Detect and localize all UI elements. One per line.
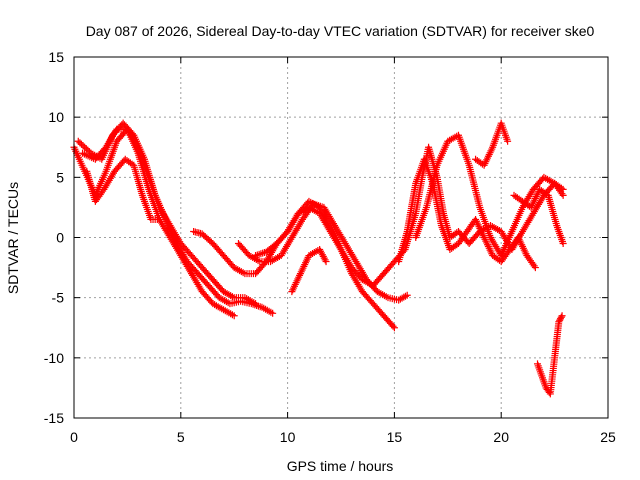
data-point bbox=[257, 250, 265, 258]
data-point bbox=[555, 318, 563, 326]
y-tick-label: 5 bbox=[56, 169, 64, 185]
data-point bbox=[77, 140, 85, 148]
data-point bbox=[558, 190, 566, 198]
data-point bbox=[74, 137, 82, 145]
series-track-g bbox=[252, 203, 377, 290]
data-point bbox=[79, 142, 87, 150]
data-point bbox=[556, 315, 564, 323]
data-point bbox=[530, 262, 538, 270]
data-point bbox=[82, 145, 90, 153]
data-point bbox=[504, 137, 512, 145]
series-track-m bbox=[510, 185, 567, 248]
chart-title: Day 087 of 2026, Sidereal Day-to-day VTE… bbox=[86, 23, 595, 39]
data-point bbox=[557, 313, 565, 321]
x-tick-label: 25 bbox=[600, 429, 616, 445]
y-tick-label: 15 bbox=[48, 49, 64, 65]
data-point bbox=[155, 215, 163, 223]
data-point bbox=[531, 264, 539, 272]
y-axis-label: SDTVAR / TECUs bbox=[5, 182, 21, 294]
series-track-h bbox=[288, 246, 330, 296]
axis-ticks: 0 5 10 15 20 25 -15 -10 -5 0 5 10 15 bbox=[44, 49, 616, 445]
series-track-j bbox=[395, 155, 539, 272]
data-points bbox=[70, 119, 567, 398]
data-point bbox=[559, 191, 567, 199]
y-tick-label: -15 bbox=[44, 410, 64, 426]
data-point bbox=[252, 300, 260, 308]
data-point bbox=[558, 312, 566, 320]
y-tick-label: -5 bbox=[52, 290, 65, 306]
data-point bbox=[321, 256, 329, 264]
series-track-n bbox=[534, 312, 566, 398]
data-point bbox=[322, 258, 330, 266]
x-axis-label: GPS time / hours bbox=[287, 458, 394, 474]
data-point bbox=[389, 322, 397, 330]
x-tick-label: 0 bbox=[70, 429, 78, 445]
series-track-k bbox=[412, 131, 567, 260]
data-point bbox=[402, 292, 410, 300]
series-track-c bbox=[79, 125, 260, 308]
y-tick-label: -10 bbox=[44, 350, 64, 366]
x-tick-label: 15 bbox=[387, 429, 403, 445]
data-point bbox=[390, 324, 398, 332]
series-track-l bbox=[472, 119, 512, 169]
y-tick-label: 0 bbox=[56, 230, 64, 246]
x-tick-label: 5 bbox=[177, 429, 185, 445]
data-point bbox=[99, 187, 107, 195]
data-point bbox=[556, 316, 564, 324]
data-point bbox=[76, 139, 84, 147]
y-tick-label: 10 bbox=[48, 109, 64, 125]
x-tick-label: 10 bbox=[280, 429, 296, 445]
data-point bbox=[559, 240, 567, 248]
data-point bbox=[230, 312, 238, 320]
data-point bbox=[403, 291, 411, 299]
series-track-d bbox=[83, 155, 163, 223]
data-point bbox=[81, 143, 89, 151]
x-tick-label: 20 bbox=[493, 429, 509, 445]
data-point bbox=[269, 309, 277, 317]
series-track-f bbox=[234, 200, 411, 304]
